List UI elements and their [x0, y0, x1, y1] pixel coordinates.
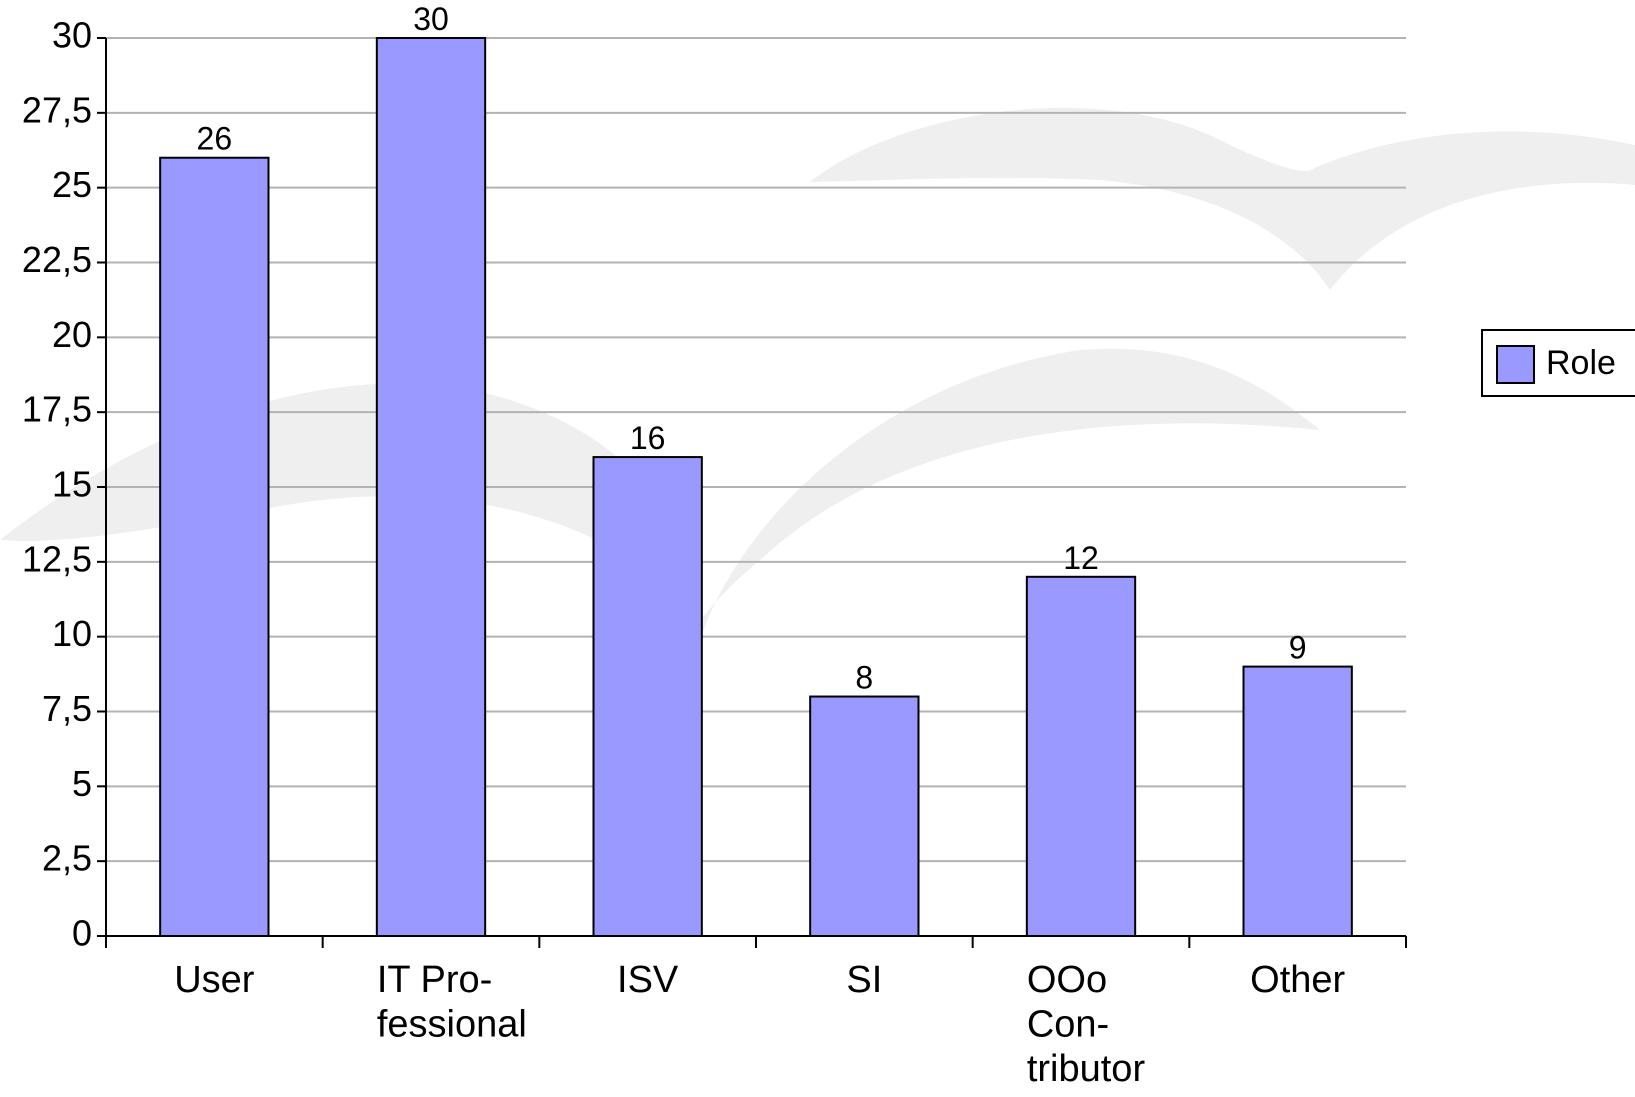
y-tick-label: 15	[52, 464, 92, 505]
bar	[375, 37, 487, 937]
y-tick-label: 10	[52, 613, 92, 654]
y-tick-label: 30	[52, 15, 92, 56]
value-label: 9	[1289, 630, 1307, 666]
bar	[592, 456, 703, 937]
y-tick-label: 20	[52, 314, 92, 355]
x-tick-label: ISV	[617, 959, 679, 1001]
value-label: 16	[630, 420, 666, 456]
y-tick-label: 5	[72, 763, 92, 804]
bar	[809, 695, 920, 937]
value-label: 26	[197, 121, 233, 157]
value-label: 12	[1063, 540, 1099, 576]
legend-label: Role	[1546, 344, 1616, 382]
watermark	[0, 107, 1635, 640]
y-tick-label: 0	[72, 913, 92, 954]
y-tick-label: 17,5	[22, 389, 92, 430]
x-tick-label: IT Pro-fessional	[377, 959, 527, 1045]
y-tick-label: 7,5	[42, 688, 92, 729]
bar	[1025, 575, 1137, 937]
grid	[106, 37, 1406, 937]
x-tick-label: Other	[1250, 959, 1345, 1001]
x-tick-label: User	[174, 959, 255, 1001]
value-label: 8	[855, 660, 873, 696]
bar	[1242, 665, 1353, 937]
y-tick-label: 22,5	[22, 239, 92, 280]
legend-swatch	[1496, 345, 1535, 384]
bar	[159, 156, 270, 937]
y-tick-label: 25	[52, 164, 92, 205]
axes: 0 2,5 5 7,5 10 12,5 15 17,5 20 22,5 25 27,5 30 User IT…	[22, 15, 1407, 1090]
y-tick-label: 27,5	[22, 89, 92, 130]
y-tick-label: 2,5	[42, 838, 92, 879]
y-tick-label: 12,5	[22, 538, 92, 579]
value-label: 30	[413, 1, 449, 37]
x-tick-label: SI	[846, 959, 882, 1001]
legend: Role	[1481, 329, 1635, 397]
bars: 26 30 16 8 12 9	[159, 1, 1353, 937]
x-tick-label: OOo Con-tributor	[1027, 959, 1146, 1090]
